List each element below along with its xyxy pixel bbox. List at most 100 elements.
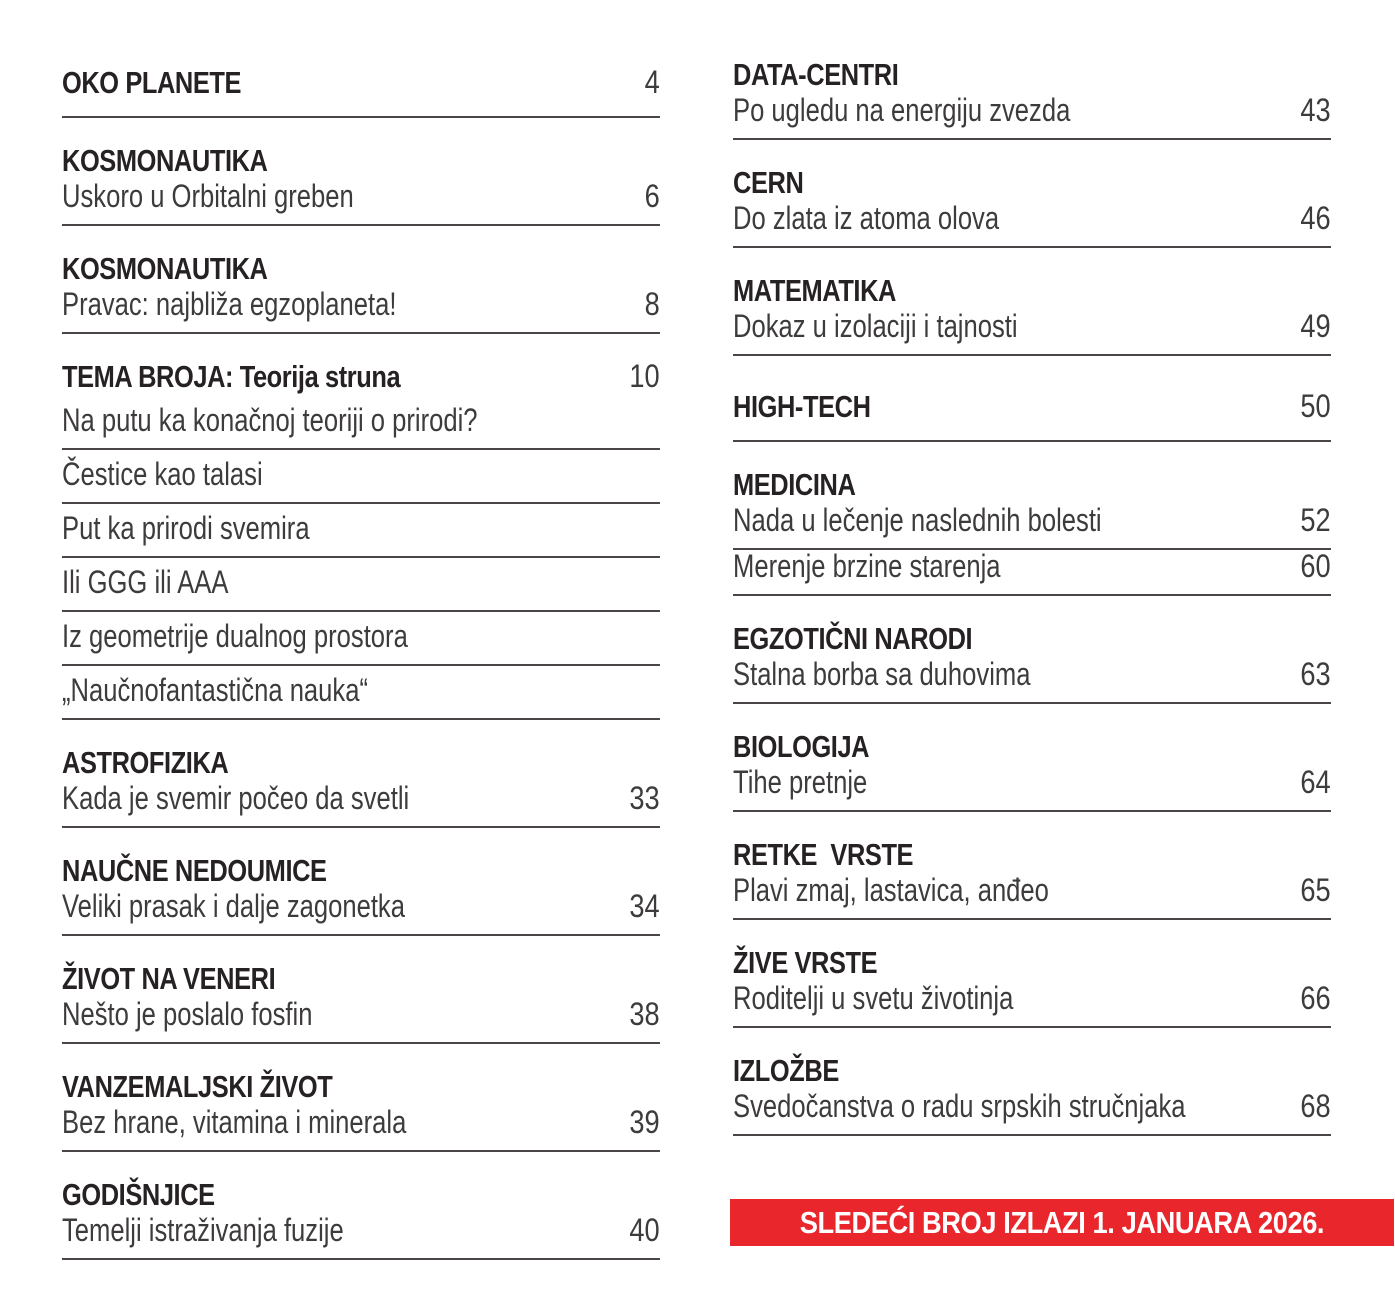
entry-title: Ili GGG ili AAA [62,564,229,601]
toc-entry: Stalna borba sa duhovima 63 [733,658,1331,704]
entry-title: Uskoro u Orbitalni greben [62,178,354,215]
entry-title: Iz geometrije dualnog prostora [62,618,408,655]
section-title: NAUČNE NEDOUMICE [62,853,327,889]
toc-section-header: KOSMONAUTIKA [62,248,660,288]
entry-title: Temelji istraživanja fuzije [62,1212,344,1249]
entry-page-number: 52 [1300,502,1331,539]
toc-entry: Ili GGG ili AAA [62,558,660,612]
entry-title: Svedočanstva o radu srpskih stručnjaka [733,1088,1186,1125]
section-title: IZLOŽBE [733,1053,839,1089]
toc-section: VANZEMALJSKI ŽIVOT Bez hrane, vitamina i … [62,1066,660,1152]
entry-title: Dokaz u izolaciji i tajnosti [733,308,1018,345]
toc-column-left: OKO PLANETE 4 KOSMONAUTIKA Uskoro u Orbital… [62,54,660,1282]
toc-entry: Tihe pretnje 64 [733,766,1331,812]
entry-title: Nešto je poslalo fosfin [62,996,313,1033]
entry-page-number: 43 [1300,92,1331,129]
toc-section: KOSMONAUTIKA Pravac: najbliža egzoplaneta… [62,248,660,334]
toc-section-header: MEDICINA [733,464,1331,504]
entry-page-number: 34 [629,888,660,925]
section-title: BIOLOGIJA [733,729,870,765]
entry-title: Stalna borba sa duhovima [733,656,1031,693]
entry-page-number: 65 [1300,872,1331,909]
section-title: GODIŠNJICE [62,1177,215,1213]
toc-entry: Čestice kao talasi [62,450,660,504]
entry-page-number: 66 [1300,980,1331,1017]
toc-section-header: ŽIVE VRSTE [733,942,1331,982]
toc-entry: „Naučnofantastična nauka“ [62,666,660,720]
toc-section: RETKE VRSTE Plavi zmaj, lastavica, anđeo 6… [733,834,1331,920]
toc-section: IZLOŽBE Svedočanstva o radu srpskih struč… [733,1050,1331,1136]
toc-entry: Put ka prirodi svemira [62,504,660,558]
entry-title: Nada u lečenje naslednih bolesti [733,502,1102,539]
section-title: TEMA BROJA: Teorija struna [62,359,401,395]
toc-section: EGZOTIČNI NARODI Stalna borba sa duhovima… [733,618,1331,704]
next-issue-banner-label: SLEDEĆI BROJ IZLAZI 1. JANUARA 2026. [799,1204,1325,1240]
toc-section-header: TEMA BROJA: Teorija struna 10 [62,356,660,396]
entry-page-number: 49 [1300,308,1331,345]
toc-entry: Po ugledu na energiju zvezda 43 [733,94,1331,140]
section-title: MATEMATIKA [733,273,896,309]
toc-section: MEDICINA Nada u lečenje naslednih bolesti… [733,464,1331,596]
toc-section-header: RETKE VRSTE [733,834,1331,874]
toc-section-header: OKO PLANETE 4 [62,54,660,118]
toc-section: NAUČNE NEDOUMICE Veliki prasak i dalje za… [62,850,660,936]
toc-section-header: HIGH-TECH 50 [733,378,1331,442]
toc-section: HIGH-TECH 50 [733,378,1331,442]
entry-title: Pravac: najbliža egzoplaneta! [62,286,397,323]
section-title: OKO PLANETE [62,65,242,101]
toc-entry: Plavi zmaj, lastavica, anđeo 65 [733,874,1331,920]
toc-entry: Nešto je poslalo fosfin 38 [62,998,660,1044]
entry-title: Plavi zmaj, lastavica, anđeo [733,872,1049,909]
section-title: HIGH-TECH [733,389,871,425]
toc-section: ŽIVE VRSTE Roditelji u svetu životinja 66 [733,942,1331,1028]
entry-title: Bez hrane, vitamina i minerala [62,1104,407,1141]
toc-entry: Roditelji u svetu životinja 66 [733,982,1331,1028]
entry-page-number: 64 [1300,764,1331,801]
toc-section: TEMA BROJA: Teorija struna 10 Na putu ka k… [62,356,660,720]
section-title: KOSMONAUTIKA [62,251,268,287]
section-page-number: 10 [629,358,660,395]
entry-title: Do zlata iz atoma olova [733,200,1000,237]
entry-page-number: 39 [629,1104,660,1141]
toc-section-header: ŽIVOT NA VENERI [62,958,660,998]
section-title: VANZEMALJSKI ŽIVOT [62,1069,333,1105]
entry-page-number: 60 [1300,548,1331,585]
toc-entry: Do zlata iz atoma olova 46 [733,202,1331,248]
toc-entry: Nada u lečenje naslednih bolesti 52 [733,504,1331,550]
toc-section-header: NAUČNE NEDOUMICE [62,850,660,890]
toc-section-header: MATEMATIKA [733,270,1331,310]
section-page-number: 50 [1300,388,1331,425]
toc-entry: Merenje brzine starenja 60 [733,550,1331,596]
section-title: ASTROFIZIKA [62,745,229,781]
entry-title: Po ugledu na energiju zvezda [733,92,1071,129]
toc-section: CERN Do zlata iz atoma olova 46 [733,162,1331,248]
toc-entry: Iz geometrije dualnog prostora [62,612,660,666]
toc-entry: Na putu ka konačnoj teoriji o prirodi? [62,396,660,450]
section-title: CERN [733,165,804,201]
toc-section: KOSMONAUTIKA Uskoro u Orbitalni greben 6 [62,140,660,226]
toc-section: OKO PLANETE 4 [62,54,660,118]
entry-page-number: 40 [629,1212,660,1249]
toc-section-header: DATA-CENTRI [733,54,1331,94]
toc-section: GODIŠNJICE Temelji istraživanja fuzije 40 [62,1174,660,1260]
entry-title: Tihe pretnje [733,764,868,801]
toc-entry: Bez hrane, vitamina i minerala 39 [62,1106,660,1152]
entry-title: Na putu ka konačnoj teoriji o prirodi? [62,402,478,439]
toc-entry: Kada je svemir počeo da svetli 33 [62,782,660,828]
toc-section: ŽIVOT NA VENERI Nešto je poslalo fosfin 38 [62,958,660,1044]
entry-page-number: 33 [629,780,660,817]
toc-section-header: KOSMONAUTIKA [62,140,660,180]
toc-section: DATA-CENTRI Po ugledu na energiju zvezda 4… [733,54,1331,140]
entry-page-number: 6 [644,178,660,215]
toc-entry: Uskoro u Orbitalni greben 6 [62,180,660,226]
section-title: RETKE VRSTE [733,837,914,873]
toc-section: BIOLOGIJA Tihe pretnje 64 [733,726,1331,812]
toc-entry: Veliki prasak i dalje zagonetka 34 [62,890,660,936]
entry-title: Merenje brzine starenja [733,548,1001,585]
entry-title: Veliki prasak i dalje zagonetka [62,888,405,925]
entry-page-number: 8 [644,286,660,323]
entry-title: Put ka prirodi svemira [62,510,310,547]
toc-entry: Pravac: najbliža egzoplaneta! 8 [62,288,660,334]
entry-title: „Naučnofantastična nauka“ [62,672,368,709]
section-title: DATA-CENTRI [733,57,899,93]
